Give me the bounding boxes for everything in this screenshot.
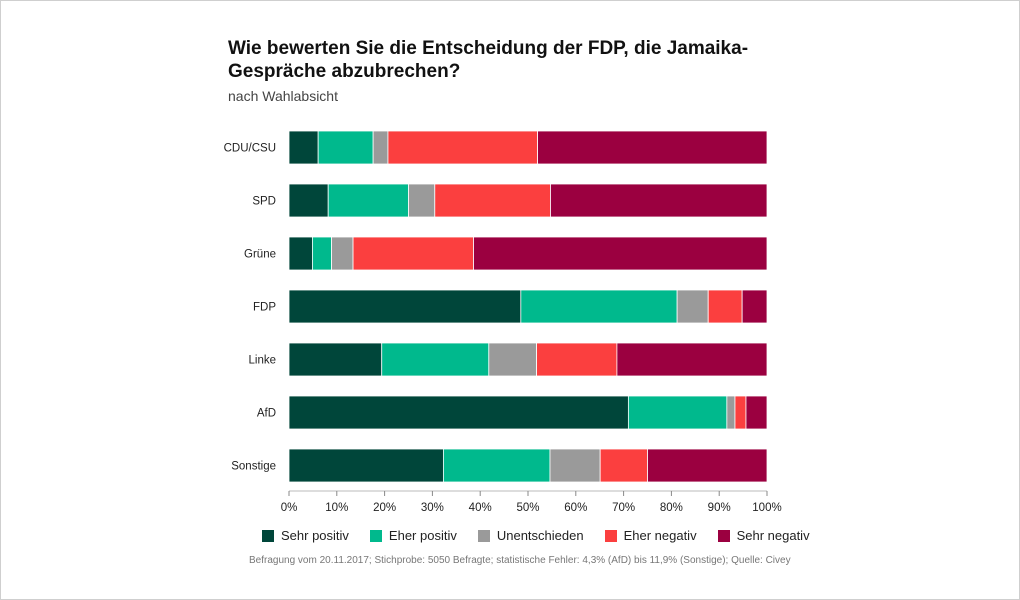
bar-segment — [537, 130, 768, 165]
category-labels: CDU/CSU SPD Grüne FDP Linke AfD Sonstige — [224, 143, 277, 473]
bar-segment — [627, 395, 728, 430]
legend-label: Sehr positiv — [281, 528, 349, 543]
x-tick-label: 40% — [469, 502, 492, 514]
x-tick-label: 30% — [421, 502, 444, 514]
bar-segment — [381, 342, 490, 377]
bar-segment — [549, 448, 601, 483]
bar-segment — [734, 395, 747, 430]
legend-item: Eher negativ — [604, 528, 697, 543]
bar-segment — [745, 395, 768, 430]
category-label: AfD — [257, 408, 276, 420]
x-tick-label: 60% — [564, 502, 587, 514]
x-tick-label: 50% — [516, 502, 539, 514]
x-tick-label: 0% — [281, 502, 298, 514]
category-label: CDU/CSU — [224, 143, 276, 155]
legend-swatch — [604, 529, 617, 542]
bar-segment — [327, 183, 409, 218]
bar-segment — [288, 342, 383, 377]
bar-segment — [741, 289, 768, 324]
bar-segment — [647, 448, 768, 483]
legend-item: Sehr negativ — [717, 528, 810, 543]
x-tick-label: 90% — [708, 502, 731, 514]
bar-segment — [288, 130, 319, 165]
bar-segment — [317, 130, 374, 165]
bar-segment — [726, 395, 736, 430]
x-tick-label: 20% — [373, 502, 396, 514]
bar-segment — [288, 289, 522, 324]
bar-segment — [352, 236, 474, 271]
bar-segment — [676, 289, 709, 324]
legend-label: Eher negativ — [623, 528, 697, 543]
x-tick-label: 10% — [325, 502, 348, 514]
legend-item: Eher positiv — [369, 528, 457, 543]
legend-swatch — [262, 529, 274, 542]
bar-segment — [434, 183, 551, 218]
bar-segment — [442, 448, 551, 483]
bar-segment — [372, 130, 389, 165]
bar-segment — [387, 130, 538, 165]
category-label: FDP — [253, 302, 276, 314]
legend-swatch — [717, 529, 730, 542]
bars-layer — [288, 130, 768, 483]
legend: Sehr positiv Eher positiv Unentschieden Ehe… — [262, 528, 831, 543]
legend-swatch — [369, 529, 382, 542]
legend-item: Unentschieden — [477, 528, 584, 543]
bar-segment — [488, 342, 538, 377]
legend-label: Unentschieden — [496, 528, 584, 543]
bar-segment — [288, 395, 629, 430]
category-label: SPD — [252, 196, 276, 208]
x-tick-label: 80% — [660, 502, 683, 514]
bar-segment — [312, 236, 332, 271]
x-tick-label: 100% — [752, 502, 781, 514]
bar-segment — [536, 342, 618, 377]
bar-segment — [473, 236, 768, 271]
source-note: Befragung vom 20.11.2017; Stichprobe: 50… — [249, 555, 791, 566]
bar-segment — [550, 183, 768, 218]
bar-segment — [331, 236, 354, 271]
category-label: Linke — [249, 355, 277, 367]
category-label: Sonstige — [231, 461, 276, 473]
x-tick-label: 70% — [612, 502, 635, 514]
x-axis: 0% 10% 20% 30% 40% 50% 60% 70% 80% 90% 100% — [281, 490, 782, 514]
chart-subtitle: nach Wahlabsicht — [228, 88, 338, 104]
bar-segment — [520, 289, 678, 324]
bar-segment — [599, 448, 648, 483]
bar-segment — [288, 448, 444, 483]
bar-segment — [707, 289, 743, 324]
legend-item: Sehr positiv — [262, 528, 349, 543]
bar-segment — [408, 183, 436, 218]
bar-segment — [288, 236, 313, 271]
legend-label: Sehr negativ — [736, 528, 810, 543]
chart-title: Wie bewerten Sie die Entscheidung der FD… — [228, 38, 749, 82]
legend-swatch — [477, 529, 490, 542]
category-label: Grüne — [244, 249, 276, 261]
legend-label: Eher positiv — [388, 528, 457, 543]
bar-segment — [616, 342, 768, 377]
bar-segment — [288, 183, 329, 218]
